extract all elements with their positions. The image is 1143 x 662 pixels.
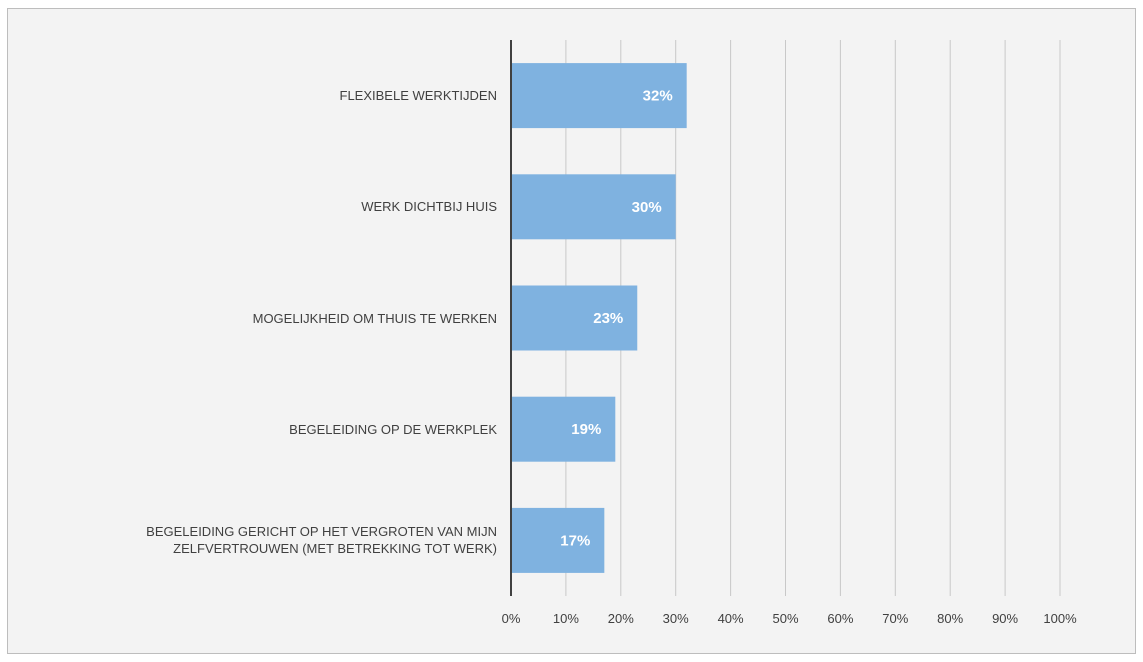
bar-value-label: 23% — [593, 310, 623, 327]
x-tick-label: 90% — [992, 611, 1019, 626]
bar — [511, 396, 616, 462]
bar-value-label: 17% — [560, 532, 590, 549]
bar-chart: 32% 30% 23% 19% 17% — [510, 40, 1061, 596]
bar — [511, 507, 605, 573]
bar — [511, 63, 687, 129]
x-tick-label: 60% — [827, 611, 854, 626]
category-label: FLEXIBELE WERKTIJDEN — [339, 88, 497, 104]
x-tick-label: 0% — [501, 611, 521, 626]
chart-area: FLEXIBELE WERKTIJDEN WERK DICHTBIJ HUIS MO… — [7, 8, 1136, 654]
x-tick-label: 70% — [882, 611, 909, 626]
bar-value-label: 32% — [643, 88, 673, 105]
x-tick-label: 10% — [552, 611, 579, 626]
bar — [511, 285, 638, 351]
x-tick-label: 40% — [717, 611, 744, 626]
category-label: BEGELEIDING OP DE WERKPLEK — [289, 421, 497, 437]
bar-value-label: 30% — [632, 199, 662, 216]
bar-value-label: 19% — [571, 421, 601, 438]
x-tick-label: 50% — [772, 611, 799, 626]
category-label: MOGELIJKHEID OM THUIS TE WERKEN — [252, 310, 497, 326]
x-tick-label: 20% — [607, 611, 634, 626]
category-label: WERK DICHTBIJ HUIS — [361, 199, 497, 215]
x-tick-label: 80% — [937, 611, 964, 626]
x-tick-label: 30% — [662, 611, 689, 626]
bar — [511, 174, 676, 240]
x-tick-label: 100% — [1043, 611, 1077, 626]
category-label: BEGELEIDING GERICHT OP HET VERGROTEN VAN… — [146, 524, 497, 557]
